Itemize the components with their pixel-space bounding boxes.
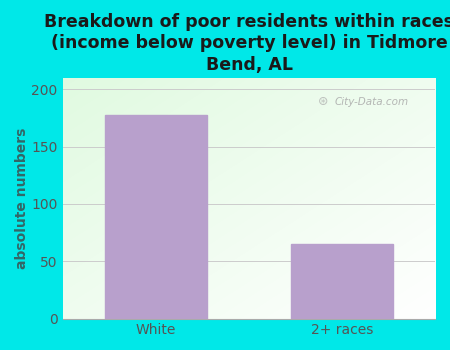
Bar <box>104 114 207 318</box>
Title: Breakdown of poor residents within races
(income below poverty level) in Tidmore: Breakdown of poor residents within races… <box>44 13 450 74</box>
Text: City-Data.com: City-Data.com <box>335 97 409 107</box>
Y-axis label: absolute numbers: absolute numbers <box>14 127 28 269</box>
Text: ⊛: ⊛ <box>318 96 328 108</box>
Bar <box>291 244 393 318</box>
